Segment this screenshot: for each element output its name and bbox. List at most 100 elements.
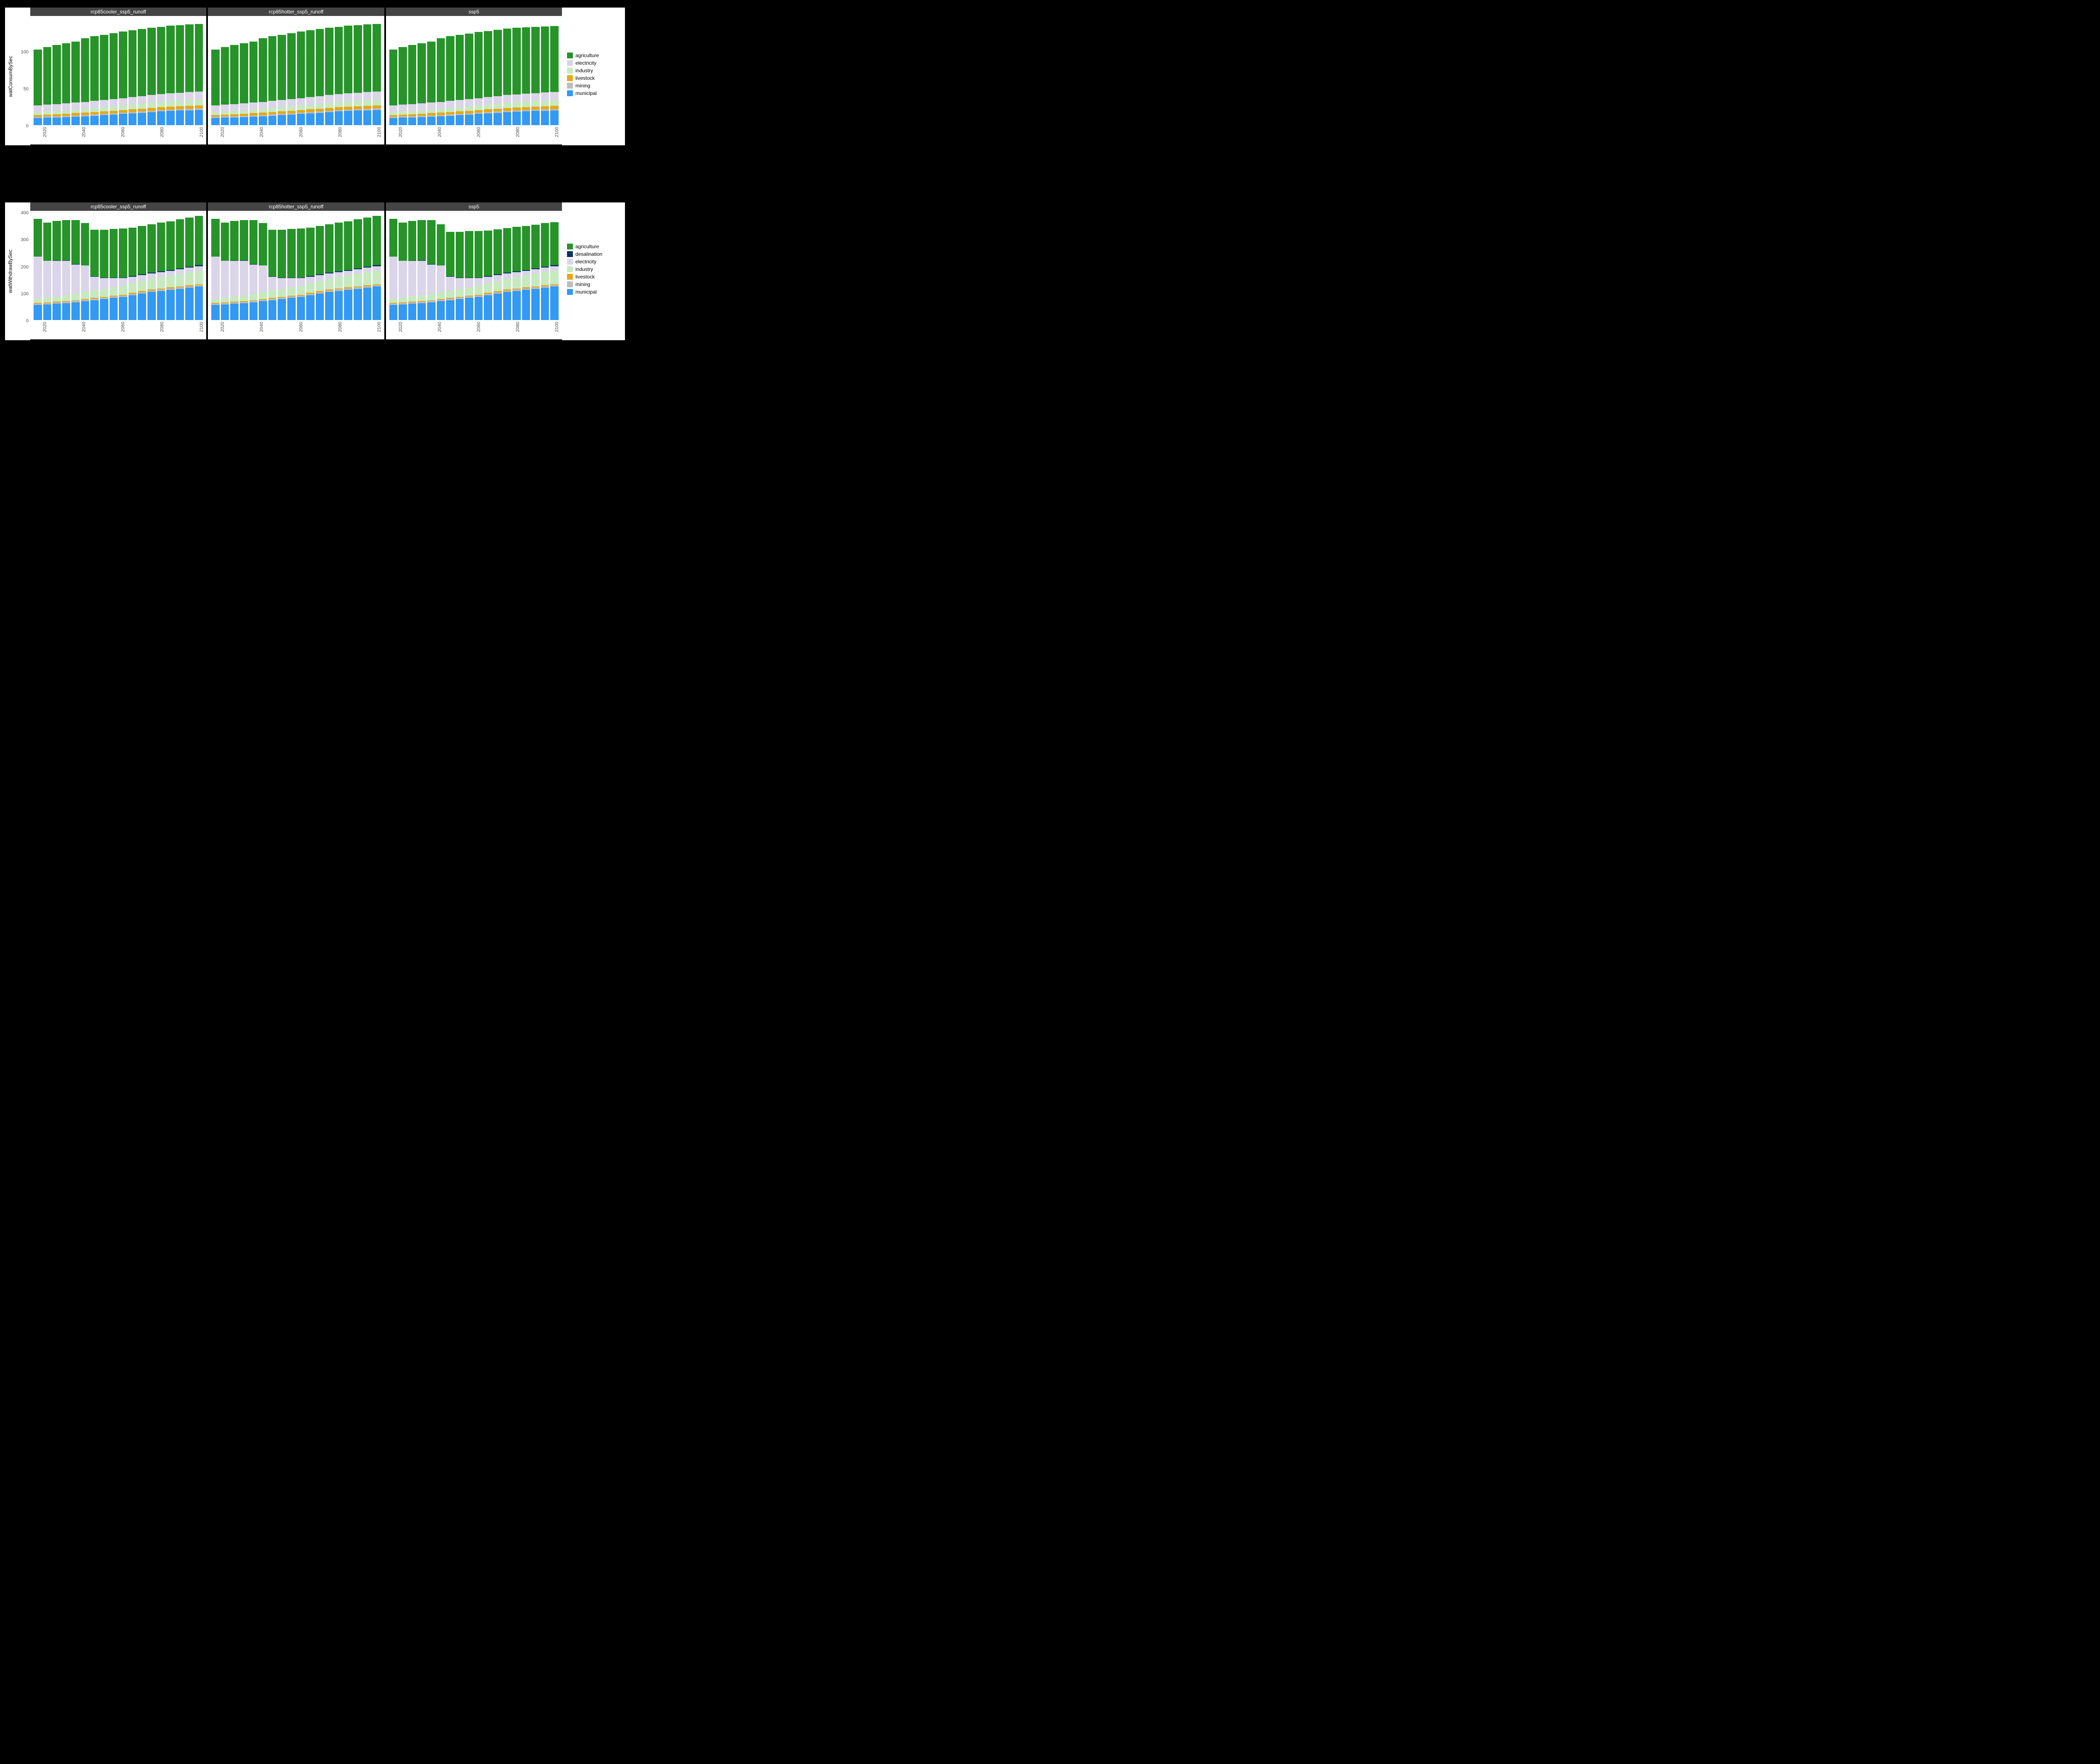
bar-segment-livestock (325, 108, 333, 111)
bar-segment-agriculture (249, 220, 258, 264)
bars-container (208, 16, 384, 125)
bar-segment-electricity (240, 103, 248, 110)
bar-segment-agriculture (259, 223, 267, 265)
bar-segment-municipal (550, 286, 559, 320)
x-axis: 20202040206020802100 (386, 125, 562, 144)
bar-segment-agriculture (166, 26, 175, 93)
bar-segment-electricity (43, 261, 52, 297)
y-tick-label: 0 (26, 318, 29, 323)
legend-swatch (567, 274, 573, 280)
bar-segment-municipal (335, 111, 343, 125)
bar-segment-electricity (52, 104, 61, 111)
bar-segment-agriculture (306, 30, 315, 97)
bar-segment-livestock (541, 106, 549, 109)
y-tick-label: 100 (21, 50, 29, 55)
bar-segment-industry (71, 294, 80, 300)
bar-segment-electricity (147, 95, 156, 102)
stacked-bar (52, 45, 61, 125)
bar-segment-livestock (195, 105, 203, 108)
bar-segment-municipal (185, 110, 194, 125)
x-tick-label: 2060 (121, 322, 126, 332)
bar-segment-industry (100, 289, 108, 297)
bar-segment-industry (230, 111, 239, 114)
bars-container (30, 211, 206, 320)
y-tick-label: 400 (21, 210, 29, 215)
bar-segment-agriculture (129, 30, 137, 97)
bar-segment-municipal (550, 110, 559, 125)
bar-segment-industry (465, 287, 473, 296)
stacked-bar (211, 50, 220, 125)
stacked-bar (437, 38, 445, 125)
bar-segment-electricity (399, 105, 407, 111)
stacked-bar (550, 26, 559, 125)
bar-segment-municipal (325, 112, 333, 125)
bar-segment-agriculture (541, 26, 549, 93)
stacked-bar (475, 32, 483, 125)
bar-segment-agriculture (475, 32, 483, 98)
bar-segment-industry (71, 110, 80, 113)
bar-segment-industry (195, 100, 203, 105)
bar-segment-municipal (268, 116, 277, 125)
bar-segment-industry (278, 289, 286, 297)
bar-segment-electricity (522, 94, 530, 101)
bar-segment-industry (157, 277, 165, 289)
bar-segment-municipal (90, 300, 99, 320)
bar-segment-municipal (325, 292, 333, 320)
bar-segment-agriculture (259, 38, 267, 102)
stacked-bar (81, 38, 89, 125)
bar-segment-electricity (389, 105, 398, 112)
bar-segment-electricity (157, 272, 165, 277)
stacked-bar (522, 27, 530, 125)
legend: agriculturedesalinationelectricityindust… (562, 202, 625, 340)
bar-segment-electricity (90, 277, 99, 290)
bar-segment-electricity (221, 105, 229, 111)
x-tick-label: 2060 (299, 127, 304, 137)
bar-segment-agriculture (100, 230, 108, 278)
bar-segment-municipal (71, 117, 80, 125)
stacked-bar (240, 220, 248, 320)
bar-segment-municipal (297, 297, 305, 320)
stacked-bar (43, 47, 52, 125)
bar-segment-industry (176, 274, 184, 286)
bar-segment-industry (221, 111, 229, 114)
bar-segment-agriculture (512, 28, 521, 94)
stacked-bar (52, 221, 61, 320)
bar-segment-agriculture (484, 231, 492, 276)
bar-segment-agriculture (437, 224, 445, 265)
stacked-bar (268, 36, 277, 125)
bar-segment-agriculture (437, 38, 445, 102)
bar-segment-electricity (522, 271, 530, 276)
bar-segment-industry (522, 101, 530, 107)
stacked-bar (503, 228, 512, 320)
bar-segment-industry (437, 292, 445, 299)
x-tick-label: 2080 (515, 322, 520, 332)
stacked-bar (129, 228, 137, 320)
bar-segment-agriculture (287, 33, 296, 99)
bar-segment-electricity (34, 105, 42, 112)
bar-segment-municipal (166, 290, 175, 320)
bar-segment-electricity (465, 99, 473, 106)
bar-segment-electricity (427, 265, 436, 294)
bar-segment-industry (344, 101, 352, 107)
bar-segment-municipal (456, 299, 464, 320)
bar-segment-industry (417, 295, 426, 301)
legend-swatch (567, 75, 573, 81)
bar-segment-electricity (484, 97, 492, 105)
bar-segment-electricity (249, 102, 258, 110)
bar-segment-industry (147, 279, 156, 290)
bar-segment-municipal (62, 117, 71, 125)
bar-segment-electricity (230, 104, 239, 111)
bar-segment-industry (240, 110, 248, 114)
bar-segment-municipal (259, 116, 267, 125)
bar-segment-electricity (541, 268, 549, 273)
bar-segment-industry (373, 271, 381, 284)
bar-segment-municipal (240, 303, 248, 320)
bar-segment-municipal (240, 117, 248, 125)
legend-item: agriculture (567, 52, 622, 58)
bar-segment-electricity (297, 278, 305, 286)
bar-segment-municipal (100, 299, 108, 320)
bar-segment-industry (456, 107, 464, 111)
x-tick-label: 2040 (437, 322, 442, 332)
bar-segment-municipal (138, 113, 146, 126)
x-tick-label: 2100 (554, 127, 559, 137)
